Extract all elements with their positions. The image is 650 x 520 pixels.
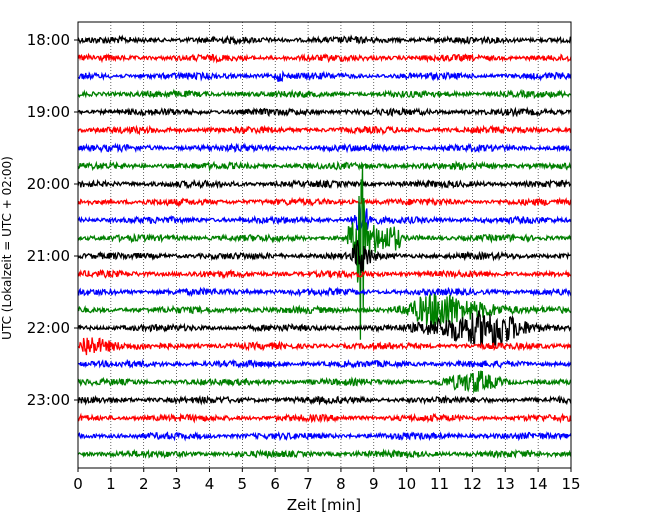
y-axis: 18:00 19:00 20:00 21:00 22:00 23:00 [27, 31, 78, 409]
trace-line [77, 142, 572, 154]
trace-line [77, 69, 572, 83]
y-tick-label: 23:00 [27, 391, 70, 409]
trace-line [77, 160, 572, 172]
x-axis: 0 1 2 3 4 5 6 7 8 9 10 11 12 13 14 15 [73, 468, 581, 493]
trace-line [77, 240, 572, 273]
y-tick-label: 20:00 [27, 175, 70, 193]
x-tick-label: 13 [496, 475, 515, 493]
x-tick-label: 9 [369, 475, 379, 493]
x-tick-label: 6 [270, 475, 280, 493]
x-tick-label: 0 [73, 475, 83, 493]
x-tick-label: 14 [529, 475, 548, 493]
trace-line [77, 370, 572, 394]
grid-lines [110, 22, 539, 468]
x-tick-label: 1 [106, 475, 116, 493]
x-tick-label: 4 [205, 475, 215, 493]
x-tick-label: 8 [336, 475, 346, 493]
x-axis-label: Zeit [min] [287, 496, 361, 514]
trace-line [77, 293, 572, 330]
trace-line [77, 88, 572, 100]
trace-line [77, 178, 572, 190]
x-tick-label: 5 [238, 475, 248, 493]
y-tick-label: 21:00 [27, 247, 70, 265]
trace-line [77, 286, 572, 298]
y-axis-label: UTC (Lokalzeit = UTC + 02:00) [0, 156, 14, 340]
trace-line [77, 337, 572, 356]
x-tick-label: 7 [303, 475, 313, 493]
trace-line [77, 202, 572, 234]
trace-line [77, 310, 572, 348]
trace-line [77, 106, 572, 118]
trace-group [77, 34, 572, 460]
trace-line [77, 412, 572, 424]
plot-frame [77, 21, 572, 469]
x-tick-label: 3 [172, 475, 182, 493]
x-tick-label: 2 [139, 475, 149, 493]
trace-line [77, 196, 572, 208]
x-tick-label: 15 [561, 475, 580, 493]
y-tick-label: 18:00 [27, 31, 70, 49]
trace-line [77, 269, 572, 280]
trace-line [77, 52, 572, 64]
x-tick-label: 11 [430, 475, 449, 493]
trace-line [77, 394, 572, 406]
trace-line [77, 34, 572, 46]
trace-line [77, 448, 572, 460]
trace-line [77, 430, 572, 442]
x-tick-label: 12 [463, 475, 482, 493]
x-tick-label: 10 [397, 475, 416, 493]
trace-line [77, 358, 572, 370]
y-tick-label: 19:00 [27, 103, 70, 121]
trace-line [77, 124, 572, 136]
y-tick-label: 22:00 [27, 319, 70, 337]
trace-line [77, 165, 572, 340]
